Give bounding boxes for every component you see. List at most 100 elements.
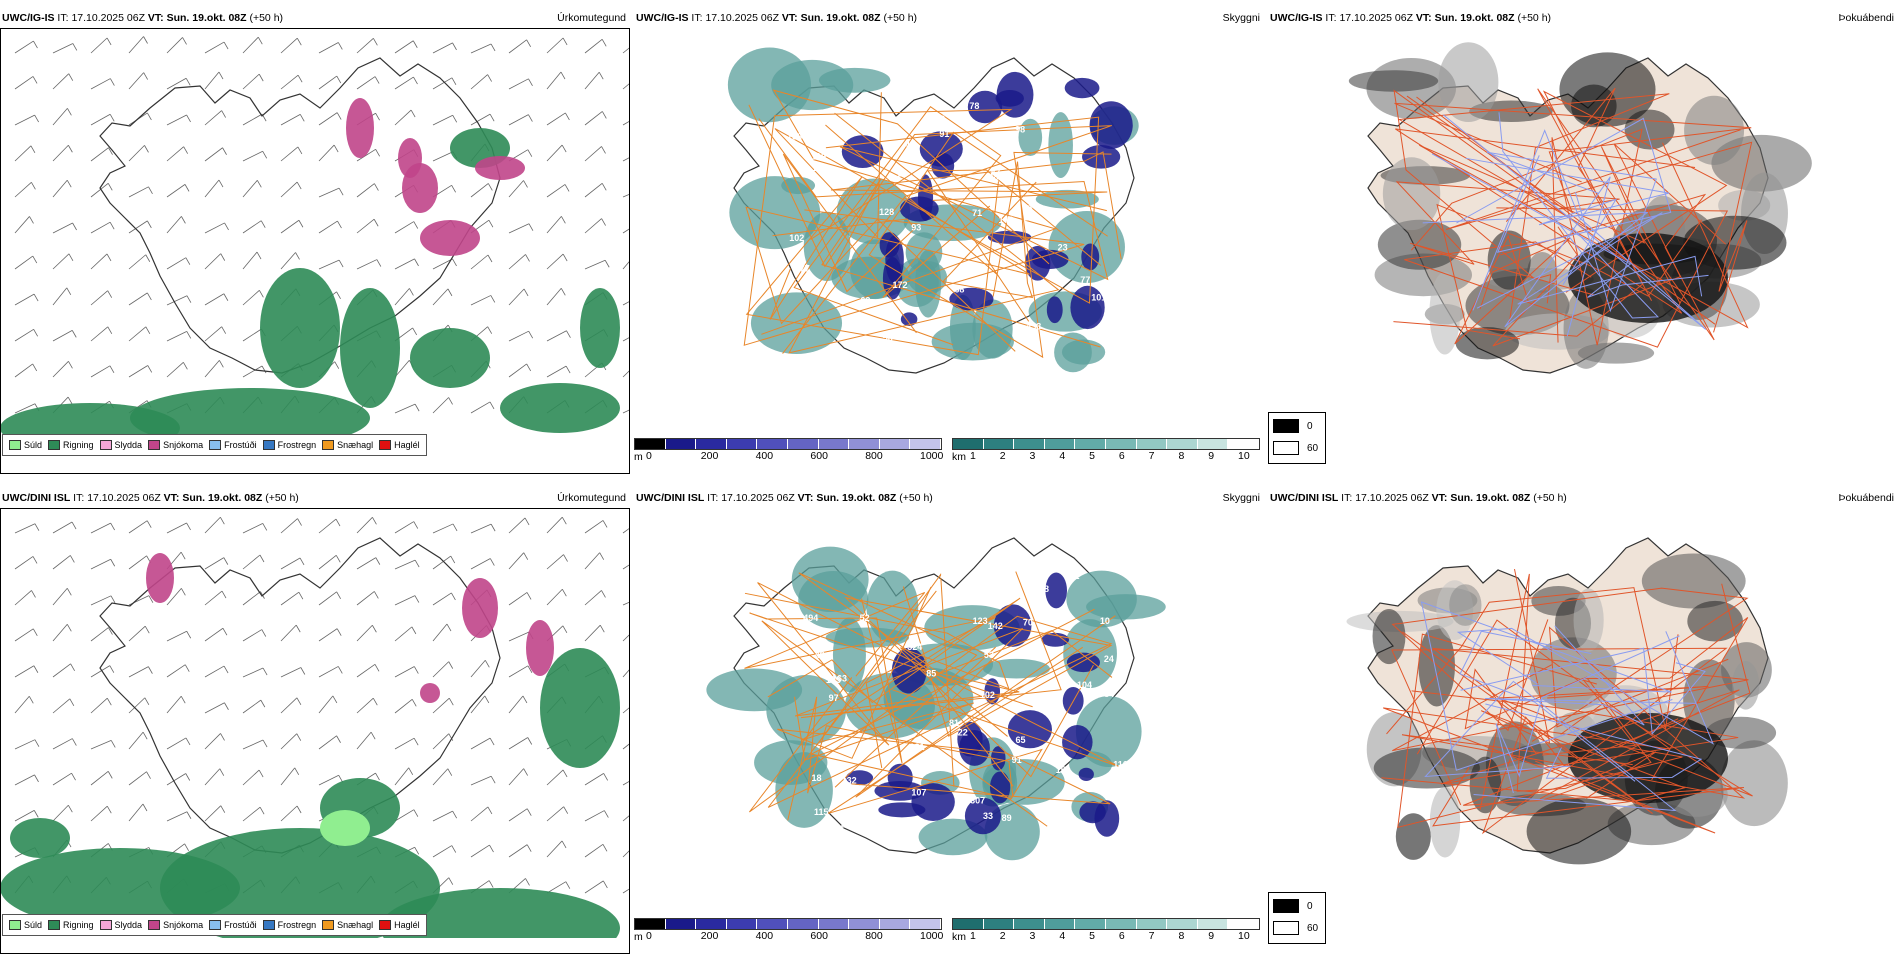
ceiling-value-label: 91	[939, 129, 949, 139]
legend-swatch	[262, 440, 275, 450]
colorbar-tick: 600	[810, 450, 828, 462]
legend-swatch	[322, 440, 335, 450]
colorbar-tick: 800	[865, 930, 883, 942]
colorbar-cell	[953, 919, 984, 929]
colorbar-tick: 4	[1059, 930, 1066, 942]
colorbar-tick: 800	[865, 450, 883, 462]
fog-map	[1348, 42, 1812, 374]
colorbar-tick: 1000	[920, 450, 944, 462]
drizzle-area	[320, 810, 370, 846]
ceiling-value-label: 85	[926, 668, 936, 678]
ceiling-value-label: 307	[970, 796, 985, 806]
fog-legend-label: 60	[1307, 442, 1319, 454]
ceiling-value-label: 89	[1002, 813, 1012, 823]
colorbar-cell	[1167, 439, 1198, 449]
colorbar-cell	[953, 439, 984, 449]
ceiling-value-label: 104	[1077, 680, 1092, 690]
colorbar-cell	[757, 439, 788, 449]
colorbar-cell	[1044, 919, 1076, 929]
ceiling-value-label: 76	[1081, 137, 1091, 147]
precip-map	[0, 36, 630, 453]
ceiling-value-label: 65	[1016, 735, 1026, 745]
colorbar-cell	[1075, 439, 1106, 449]
legend-swatch	[379, 920, 392, 930]
road-network	[1381, 568, 1753, 835]
ceiling-value-label: 12	[897, 168, 907, 178]
colorbar-tick: 1	[970, 450, 976, 462]
legend-item: Frostúði	[209, 920, 257, 930]
ceiling-value-label: 151	[1056, 765, 1071, 775]
legend-swatch	[262, 920, 275, 930]
ceiling-value-label: 98	[1015, 124, 1025, 134]
colorbar-cell	[726, 439, 758, 449]
legend-item: Snæhagl	[322, 440, 373, 450]
colorbar-cell	[1044, 439, 1076, 449]
ceiling-value-label: 71	[972, 208, 982, 218]
colorbar-cell	[1105, 439, 1137, 449]
precip-type-panel: UWC/IG-IS IT: 17.10.2025 06Z VT: Sun. 19…	[0, 12, 630, 474]
ceiling-value-label: 82	[993, 172, 1003, 182]
legend-swatch	[209, 920, 222, 930]
ceiling-value-label: 59	[935, 114, 945, 124]
legend-item: Frostregn	[262, 920, 316, 930]
panel-header: UWC/DINI ISL IT: 17.10.2025 06Z VT: Sun.…	[1270, 492, 1567, 504]
colorbar-cell	[1228, 439, 1259, 449]
fog-legend-label: 0	[1307, 420, 1313, 432]
ceiling-value-label: 23	[1058, 242, 1068, 252]
visibility-map: 5998102629110117215694119146433232021287…	[727, 47, 1139, 374]
ceiling-value-label: 128	[879, 207, 894, 217]
legend-label: Snjókoma	[163, 920, 204, 930]
colorbar-unit: km	[952, 451, 966, 463]
ceiling-value-label: 102	[789, 233, 804, 243]
fog-legend-label: 60	[1307, 922, 1319, 934]
colorbar-tick: 8	[1178, 930, 1185, 942]
ceiling-value-label: 93	[911, 222, 921, 232]
legend-label: Slydda	[114, 920, 143, 930]
ceiling-colorbar: m 0 200 400 600 800 1000	[634, 918, 944, 944]
colorbar-tick: 400	[755, 450, 774, 462]
rain-areas	[0, 128, 620, 453]
fog-swatch-0	[1273, 899, 1299, 913]
legend-label: Súld	[24, 920, 43, 930]
visibility-areas	[706, 546, 1166, 861]
colorbar-tick: 0	[646, 450, 652, 462]
colorbar-cell	[665, 439, 697, 449]
colorbar-cell	[1167, 919, 1198, 929]
colorbar-tick: 1000	[920, 930, 944, 942]
product-title: Þokuábendi	[1838, 12, 1894, 24]
ceiling-value-label: 77	[800, 264, 810, 274]
ceiling-value-label: 94	[1024, 211, 1034, 221]
colorbar-tick: 200	[700, 450, 719, 462]
visibility-panel: UWC/IG-IS IT: 17.10.2025 06Z VT: Sun. 19…	[634, 12, 1264, 472]
ceiling-value-label: 131	[909, 742, 924, 752]
ceiling-value-label: 68	[954, 284, 964, 294]
colorbar-cell	[635, 919, 666, 929]
colorbar-cell	[1075, 919, 1106, 929]
legend-item: Súld	[9, 440, 42, 450]
ceiling-value-label: 105	[826, 675, 841, 685]
ceiling-value-label: 156	[787, 131, 802, 141]
colorbar-cell	[879, 919, 911, 929]
fog-index-field	[1348, 42, 1812, 369]
ceiling-value-label: 108	[1034, 584, 1049, 594]
legend-swatch	[9, 440, 21, 450]
legend-label: Slydda	[114, 440, 143, 450]
colorbar-tick: 2	[999, 930, 1006, 942]
colorbar-tick: 6	[1118, 450, 1125, 462]
colorbar-cell	[910, 919, 941, 929]
legend-label: Rigning	[63, 440, 94, 450]
colorbar-cell	[787, 439, 819, 449]
fog-legend: 0 60	[1268, 892, 1326, 944]
colorbar-cell	[787, 919, 819, 929]
ceiling-value-label: 94	[1022, 202, 1032, 212]
colorbar-cell	[1197, 439, 1229, 449]
ceiling-value-label: 10	[1100, 616, 1110, 626]
ceiling-value-label: 324	[907, 642, 922, 652]
ceiling-value-label: 33	[983, 811, 993, 821]
legend-item: Slydda	[99, 440, 143, 450]
ceiling-value-label: 49	[815, 650, 825, 660]
ceiling-value-label: 494	[803, 613, 818, 623]
ceiling-value-label: 123	[973, 616, 988, 626]
colorbar-tick: 0	[646, 930, 652, 942]
colorbar-cell	[726, 919, 758, 929]
